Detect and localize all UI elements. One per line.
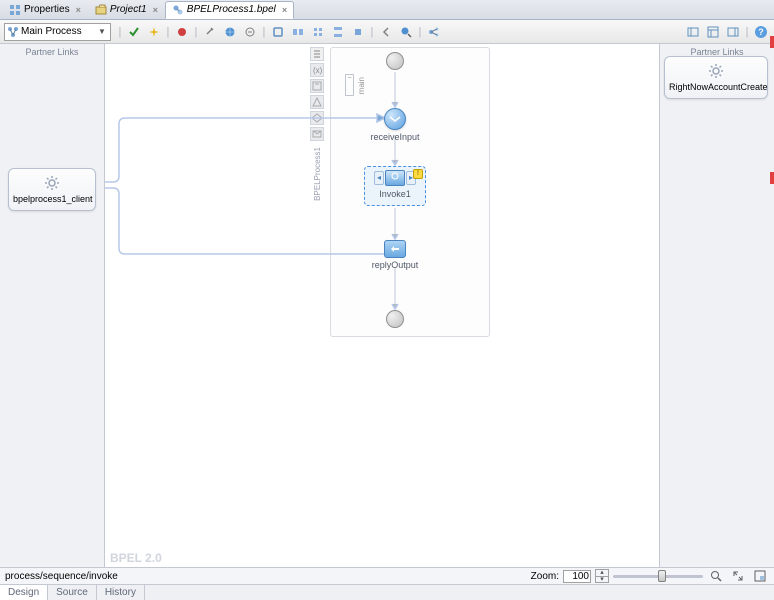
breakpoint-icon[interactable] <box>173 23 191 41</box>
receive-activity[interactable]: receiveInput <box>365 108 425 142</box>
validate-icon[interactable] <box>125 23 143 41</box>
tab-history[interactable]: History <box>97 585 145 600</box>
partner-link-rightnow[interactable]: RightNowAccountCreate <box>664 56 768 99</box>
svg-text:(x): (x) <box>313 66 323 75</box>
process-end-node[interactable] <box>386 310 404 328</box>
view-icon-2[interactable] <box>704 23 722 41</box>
process-start-node[interactable] <box>386 52 404 70</box>
tab-label: Properties <box>24 4 70 15</box>
collapse-handle[interactable]: − <box>345 74 354 96</box>
globe-find-icon[interactable] <box>397 23 415 41</box>
tab-properties[interactable]: Properties × <box>2 1 88 19</box>
selector-text: Main Process <box>21 26 96 37</box>
panel-header: Partner Links <box>0 44 104 60</box>
tab-source[interactable]: Source <box>48 585 97 600</box>
properties-icon <box>9 4 21 16</box>
invoke-icon <box>385 170 405 186</box>
palette-item[interactable] <box>310 127 324 141</box>
activity-label: replyOutput <box>365 260 425 270</box>
reply-activity[interactable]: replyOutput <box>365 240 425 270</box>
zoom-input[interactable] <box>563 570 591 583</box>
view-icon-3[interactable] <box>724 23 742 41</box>
palette-item[interactable] <box>310 47 324 61</box>
close-icon[interactable]: × <box>282 5 287 15</box>
zoom-slider[interactable] <box>613 575 703 578</box>
partner-links-icon[interactable] <box>425 23 443 41</box>
tool-icon-3[interactable] <box>241 23 259 41</box>
partner-link-label: RightNowAccountCreate <box>669 82 763 92</box>
receive-icon <box>384 108 406 130</box>
tool-icon-1[interactable] <box>201 23 219 41</box>
status-bar: process/sequence/invoke Zoom: ▴▾ <box>0 567 774 584</box>
main-scope-label: main <box>357 77 366 94</box>
process-vertical-label: BPELProcess1 <box>313 147 322 201</box>
palette-sidebar: (x) BPELProcess1 <box>308 47 326 201</box>
reply-icon <box>384 240 406 258</box>
palette-item[interactable] <box>310 79 324 93</box>
bpel-file-icon <box>172 4 184 16</box>
tab-bpelprocess[interactable]: BPELProcess1.bpel × <box>165 1 294 19</box>
tab-project1[interactable]: Project1 × <box>88 1 165 19</box>
nav-back-icon[interactable] <box>377 23 395 41</box>
error-marker[interactable] <box>770 36 774 48</box>
editor-tabs-bar: Properties × Project1 × BPELProcess1.bpe… <box>0 0 774 20</box>
svg-text:?: ? <box>758 27 764 37</box>
palette-item[interactable] <box>310 111 324 125</box>
activity-label: Invoke1 <box>365 189 425 199</box>
process-icon <box>7 26 19 38</box>
error-marker[interactable] <box>770 172 774 184</box>
close-icon[interactable]: × <box>153 5 158 15</box>
bpel-version-watermark: BPEL 2.0 <box>110 551 162 565</box>
close-icon[interactable]: × <box>76 5 81 15</box>
expand-icon[interactable] <box>729 567 747 585</box>
tab-label: Project1 <box>110 4 147 15</box>
zoom-slider-thumb[interactable] <box>658 570 666 582</box>
gear-icon <box>44 175 60 191</box>
editor-mode-tabs: Design Source History <box>0 584 774 600</box>
warning-icon: ! <box>413 169 423 179</box>
right-partner-links-panel: Partner Links RightNowAccountCreate <box>659 44 774 567</box>
layout-icon-3[interactable] <box>309 23 327 41</box>
help-icon[interactable]: ? <box>752 23 770 41</box>
left-partner-links-panel: Partner Links bpelprocess1_client <box>0 44 105 567</box>
overview-icon[interactable] <box>751 567 769 585</box>
zoom-fit-icon[interactable] <box>707 567 725 585</box>
globe-icon[interactable] <box>221 23 239 41</box>
nav-left-icon[interactable]: ◂ <box>374 171 384 185</box>
zoom-label: Zoom: <box>531 571 559 582</box>
partner-link-client[interactable]: bpelprocess1_client <box>8 168 96 211</box>
activity-label: receiveInput <box>365 132 425 142</box>
wizard-icon[interactable] <box>145 23 163 41</box>
layout-icon-2[interactable] <box>289 23 307 41</box>
view-icon-1[interactable] <box>684 23 702 41</box>
process-selector[interactable]: Main Process ▼ <box>4 23 111 41</box>
dropdown-arrow-icon: ▼ <box>96 27 108 36</box>
editor-main-area: Partner Links bpelprocess1_client (x) BP… <box>0 44 774 567</box>
tab-label: BPELProcess1.bpel <box>187 4 276 15</box>
breadcrumb: process/sequence/invoke <box>5 571 118 582</box>
project-icon <box>95 4 107 16</box>
tab-design[interactable]: Design <box>0 585 48 600</box>
gear-icon <box>708 63 724 79</box>
bpel-canvas[interactable]: (x) BPELProcess1 − main recei <box>105 44 659 567</box>
partner-link-label: bpelprocess1_client <box>13 194 91 204</box>
palette-item[interactable]: (x) <box>310 63 324 77</box>
layout-icon-4[interactable] <box>329 23 347 41</box>
invoke-activity[interactable]: ! ◂ ▸ Invoke1 <box>364 166 426 206</box>
main-toolbar: Main Process ▼ | | | | | | | ? <box>0 20 774 44</box>
zoom-spinner[interactable]: ▴▾ <box>595 569 609 583</box>
layout-icon-1[interactable] <box>269 23 287 41</box>
layout-icon-5[interactable] <box>349 23 367 41</box>
palette-item[interactable] <box>310 95 324 109</box>
